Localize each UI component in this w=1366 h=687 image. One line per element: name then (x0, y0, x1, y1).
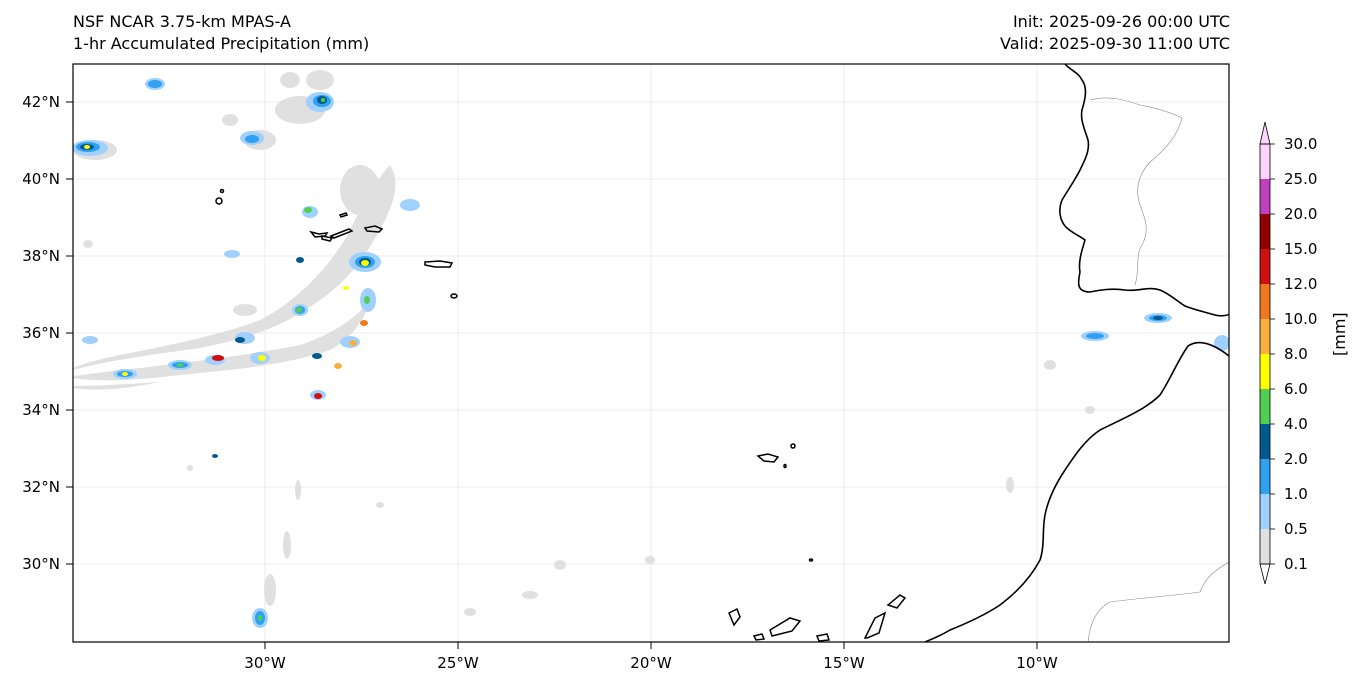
lon-label-20w: 20°W (630, 654, 672, 672)
colorbar-tick-label: 10.0 (1284, 310, 1318, 328)
country-borders (1087, 97, 1229, 642)
colorbar-segment (1260, 284, 1270, 319)
map-panel (73, 64, 1229, 642)
colorbar-tick-label: 2.0 (1284, 450, 1308, 468)
lon-label-15w: 15°W (823, 654, 865, 672)
precip-cores (84, 98, 370, 621)
precip-dark-blue (80, 96, 1163, 458)
field-title: 1-hr Accumulated Precipitation (mm) (73, 34, 370, 53)
colorbar-extend-min (1259, 563, 1271, 585)
lon-label-25w: 25°W (437, 654, 479, 672)
gridlines (73, 64, 1229, 642)
canary-islands (728, 594, 907, 642)
model-title: NSF NCAR 3.75-km MPAS-A (73, 12, 291, 31)
precip-light (73, 70, 1095, 616)
colorbar-segment (1260, 319, 1270, 354)
colorbar-tick-label: 0.5 (1284, 520, 1308, 538)
lat-label-32n: 32°N (22, 478, 60, 496)
lat-label-40n: 40°N (22, 170, 60, 188)
lat-label-34n: 34°N (22, 401, 60, 419)
colorbar-segment (1260, 494, 1270, 529)
lon-label-30w: 30°W (244, 654, 286, 672)
lat-label-30n: 30°N (22, 555, 60, 573)
colorbar-segment (1260, 529, 1270, 564)
lat-label-36n: 36°N (22, 324, 60, 342)
colorbar-tick-label: 4.0 (1284, 415, 1308, 433)
colorbar-tick-label: 25.0 (1284, 170, 1318, 188)
colorbar-tick-label: 12.0 (1284, 275, 1318, 293)
colorbar-segment (1260, 144, 1270, 179)
colorbar-segment (1260, 354, 1270, 389)
colorbar-tick-label: 20.0 (1284, 205, 1318, 223)
colorbar-tick-label: 0.1 (1284, 555, 1308, 573)
colorbar-tick-label: 6.0 (1284, 380, 1308, 398)
coastline (924, 64, 1229, 642)
precip-blue (76, 80, 1167, 625)
valid-time: Valid: 2025-09-30 11:00 UTC (999, 34, 1230, 53)
title-left: NSF NCAR 3.75-km MPAS-A 1-hr Accumulated… (73, 11, 369, 55)
colorbar-tick-label: 15.0 (1284, 240, 1318, 258)
colorbar-segment (1260, 249, 1270, 284)
colorbar-tick-label: 30.0 (1284, 135, 1318, 153)
colorbar-tick-label: 1.0 (1284, 485, 1308, 503)
colorbar-tick-label: 8.0 (1284, 345, 1308, 363)
colorbar (1259, 121, 1275, 585)
colorbar-units: [mm] (1330, 312, 1349, 356)
colorbar-segment (1260, 214, 1270, 249)
lat-label-42n: 42°N (22, 93, 60, 111)
title-right: Init: 2025-09-26 00:00 UTC Valid: 2025-0… (1000, 11, 1230, 55)
lon-label-10w: 10°W (1016, 654, 1058, 672)
azores-islands (215, 188, 458, 299)
tick-marks (66, 101, 1038, 649)
lat-label-38n: 38°N (22, 247, 60, 265)
colorbar-segment (1260, 424, 1270, 459)
init-time: Init: 2025-09-26 00:00 UTC (1012, 12, 1230, 31)
colorbar-segment (1260, 179, 1270, 214)
colorbar-segment (1260, 459, 1270, 494)
madeira-islands (756, 443, 814, 562)
colorbar-extend-max (1259, 121, 1271, 145)
colorbar-segment (1260, 389, 1270, 424)
